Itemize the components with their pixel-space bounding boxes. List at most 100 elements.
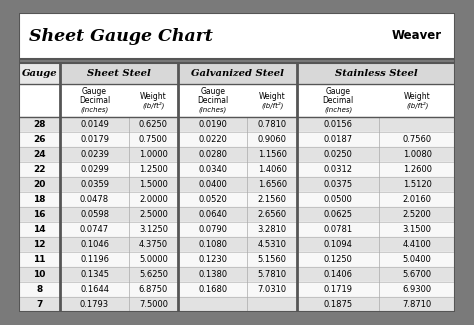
Text: 0.0179: 0.0179: [80, 135, 109, 144]
Text: 0.0280: 0.0280: [198, 150, 227, 159]
Text: Gauge: Gauge: [22, 69, 57, 78]
Text: 1.5000: 1.5000: [139, 180, 168, 189]
Text: 0.0400: 0.0400: [198, 180, 227, 189]
Text: 8: 8: [36, 285, 43, 294]
Text: 0.1345: 0.1345: [80, 270, 109, 279]
Text: 5.0400: 5.0400: [403, 255, 432, 264]
Text: 7.5000: 7.5000: [139, 300, 168, 309]
Bar: [178, 63, 297, 84]
Text: 0.0375: 0.0375: [324, 180, 353, 189]
Text: 0.0190: 0.0190: [198, 120, 227, 129]
Text: Decimal: Decimal: [197, 96, 228, 105]
Text: Weight: Weight: [404, 92, 430, 100]
Text: 4.3750: 4.3750: [139, 240, 168, 249]
Text: 0.0625: 0.0625: [324, 210, 353, 219]
Text: 14: 14: [33, 225, 46, 234]
Bar: [19, 297, 455, 312]
Bar: [60, 63, 178, 84]
Text: (inches): (inches): [199, 106, 227, 113]
Text: 0.0500: 0.0500: [324, 195, 353, 204]
Bar: [19, 222, 455, 237]
Text: 0.0781: 0.0781: [324, 225, 353, 234]
Text: Gauge: Gauge: [200, 87, 225, 96]
Text: (lb/ft²): (lb/ft²): [261, 101, 283, 109]
Bar: [19, 117, 455, 132]
Bar: [19, 132, 455, 147]
Text: 0.1080: 0.1080: [198, 240, 227, 249]
Text: 0.1793: 0.1793: [80, 300, 109, 309]
Bar: [19, 59, 455, 63]
Bar: [19, 162, 455, 177]
Text: 4.5310: 4.5310: [258, 240, 287, 249]
Text: (inches): (inches): [81, 106, 109, 113]
Text: 0.1719: 0.1719: [324, 285, 353, 294]
Text: 0.0149: 0.0149: [80, 120, 109, 129]
Text: 0.0187: 0.0187: [324, 135, 353, 144]
Text: 1.2500: 1.2500: [139, 165, 168, 174]
Text: 0.0747: 0.0747: [80, 225, 109, 234]
Text: 2.5000: 2.5000: [139, 210, 168, 219]
Bar: [19, 63, 455, 312]
Text: 2.5200: 2.5200: [403, 210, 432, 219]
Text: 0.0220: 0.0220: [198, 135, 227, 144]
Text: 2.6560: 2.6560: [257, 210, 287, 219]
Text: Decimal: Decimal: [323, 96, 354, 105]
Text: 0.7560: 0.7560: [402, 135, 432, 144]
Text: Decimal: Decimal: [79, 96, 110, 105]
Text: 1.4060: 1.4060: [258, 165, 287, 174]
Bar: [19, 84, 455, 117]
Text: 16: 16: [34, 210, 46, 219]
Text: 1.0000: 1.0000: [139, 150, 168, 159]
Bar: [19, 177, 455, 192]
Text: 0.0359: 0.0359: [80, 180, 109, 189]
Text: 7.0310: 7.0310: [257, 285, 287, 294]
Text: (lb/ft²): (lb/ft²): [406, 101, 428, 109]
Text: 1.1560: 1.1560: [258, 150, 287, 159]
Text: 1.5120: 1.5120: [403, 180, 432, 189]
Text: 5.7810: 5.7810: [257, 270, 287, 279]
Text: 6.8750: 6.8750: [139, 285, 168, 294]
Text: 6.9300: 6.9300: [402, 285, 432, 294]
Bar: [19, 282, 455, 297]
Text: 3.1250: 3.1250: [139, 225, 168, 234]
Text: Weight: Weight: [140, 92, 167, 100]
Text: 0.1644: 0.1644: [80, 285, 109, 294]
Text: 0.1406: 0.1406: [324, 270, 353, 279]
Bar: [19, 63, 60, 84]
Text: Weaver: Weaver: [392, 29, 442, 42]
Text: 2.1560: 2.1560: [258, 195, 287, 204]
Text: 0.9060: 0.9060: [258, 135, 287, 144]
Text: Weight: Weight: [259, 92, 285, 100]
Text: 22: 22: [34, 165, 46, 174]
Text: 12: 12: [34, 240, 46, 249]
Text: 0.0790: 0.0790: [198, 225, 227, 234]
Text: 5.6700: 5.6700: [402, 270, 432, 279]
Bar: [19, 13, 455, 59]
Text: 1.6560: 1.6560: [257, 180, 287, 189]
Text: 24: 24: [33, 150, 46, 159]
Text: 2.0160: 2.0160: [402, 195, 432, 204]
Text: Sheet Steel: Sheet Steel: [87, 69, 151, 78]
Text: 0.0478: 0.0478: [80, 195, 109, 204]
Text: 0.0340: 0.0340: [198, 165, 227, 174]
Text: 0.6250: 0.6250: [139, 120, 168, 129]
Text: 0.7500: 0.7500: [139, 135, 168, 144]
Bar: [19, 267, 455, 282]
Text: 1.0080: 1.0080: [402, 150, 432, 159]
Text: 10: 10: [34, 270, 46, 279]
Bar: [297, 63, 455, 84]
Bar: [19, 192, 455, 207]
Text: Galvanized Steel: Galvanized Steel: [191, 69, 284, 78]
Text: 0.0239: 0.0239: [80, 150, 109, 159]
Text: 5.6250: 5.6250: [139, 270, 168, 279]
Text: 11: 11: [34, 255, 46, 264]
Text: 0.1380: 0.1380: [198, 270, 227, 279]
Text: 5.0000: 5.0000: [139, 255, 168, 264]
Text: 0.0312: 0.0312: [324, 165, 353, 174]
Text: 3.1500: 3.1500: [402, 225, 432, 234]
Text: 0.1230: 0.1230: [198, 255, 227, 264]
Text: 18: 18: [34, 195, 46, 204]
Text: 20: 20: [34, 180, 46, 189]
Text: 28: 28: [34, 120, 46, 129]
Text: 7: 7: [36, 300, 43, 309]
